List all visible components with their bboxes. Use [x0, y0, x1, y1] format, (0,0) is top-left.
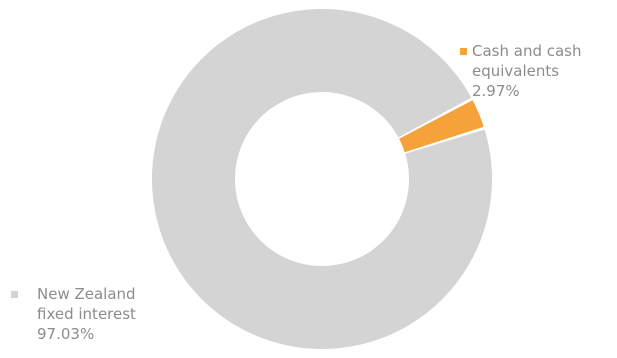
legend-value-cash: 2.97%	[472, 82, 520, 100]
legend-swatch-cash	[460, 48, 467, 55]
donut-slice-cash	[399, 100, 484, 153]
legend-swatch-nz-fixed-interest	[11, 291, 18, 298]
legend-entry-nz-fixed-interest: New Zealand fixed interest 97.03%	[11, 284, 136, 344]
legend-label-nz-line-1: New Zealand	[37, 285, 136, 303]
donut-slice-nz-fixed-interest	[152, 8, 492, 349]
legend-entry-cash: Cash and cash equivalents 2.97%	[460, 41, 582, 101]
legend-label-cash-line-1: Cash and cash	[472, 42, 582, 60]
legend-value-nz: 97.03%	[37, 325, 95, 343]
legend-label-nz-line-2: fixed interest	[37, 305, 136, 323]
legend-label-cash-line-2: equivalents	[472, 62, 560, 80]
